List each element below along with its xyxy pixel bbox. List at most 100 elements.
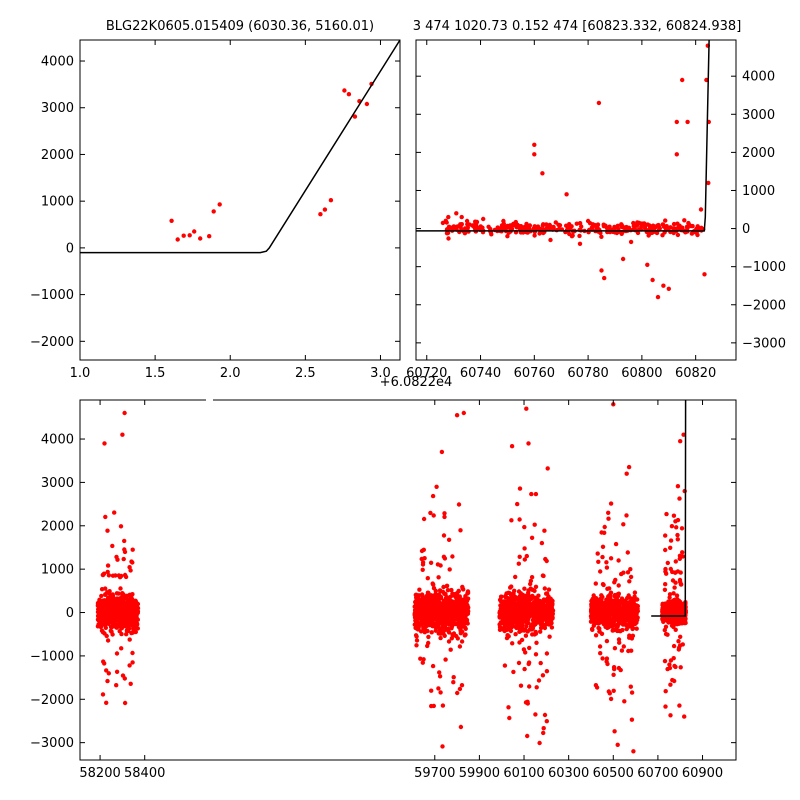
data-point [547, 634, 552, 639]
y-tick-label: 4000 [41, 433, 74, 448]
data-point [127, 565, 132, 570]
data-point [102, 618, 107, 624]
data-point [677, 621, 682, 626]
data-point [120, 598, 126, 604]
data-point [577, 221, 583, 226]
data-point [599, 603, 604, 609]
data-point [444, 594, 449, 600]
panel-top-right-plot-area [416, 40, 711, 300]
data-point [544, 651, 550, 656]
data-point [533, 609, 538, 615]
data-point [544, 607, 550, 612]
data-point [437, 670, 442, 675]
y-tick-label: −3000 [30, 736, 74, 751]
data-point [673, 559, 678, 564]
data-point [544, 669, 550, 674]
data-point [122, 700, 128, 706]
data-point [600, 544, 606, 549]
data-point [677, 703, 682, 708]
data-point [457, 686, 463, 692]
data-point [511, 669, 516, 675]
data-point [495, 225, 501, 230]
data-point [507, 715, 512, 721]
data-point [612, 606, 618, 611]
data-point [518, 624, 524, 629]
data-point [458, 528, 463, 533]
data-point [96, 607, 101, 612]
data-point [616, 593, 621, 599]
data-point [611, 627, 617, 633]
data-point [621, 644, 626, 649]
data-point [523, 598, 528, 603]
data-point [465, 598, 470, 603]
data-point [532, 152, 537, 157]
data-point [506, 590, 511, 595]
data-point [342, 88, 347, 93]
data-point [590, 608, 596, 613]
data-point [169, 218, 174, 223]
data-point [464, 218, 470, 224]
data-point [673, 664, 678, 670]
data-point [513, 219, 518, 225]
data-point [513, 594, 518, 600]
data-point [512, 610, 517, 615]
data-point [434, 484, 439, 489]
data-point [118, 624, 124, 629]
data-point [599, 234, 604, 239]
data-point [606, 516, 611, 521]
data-point [597, 644, 603, 649]
y-tick-label: −1000 [30, 288, 74, 303]
data-point [603, 223, 608, 228]
data-point [430, 663, 436, 669]
data-point [675, 537, 680, 542]
data-point [516, 561, 521, 566]
data-point [550, 608, 556, 613]
data-point [526, 441, 531, 446]
data-point [538, 629, 543, 634]
data-point [604, 621, 609, 627]
data-point [114, 669, 120, 674]
data-point [499, 626, 504, 632]
data-point [105, 616, 111, 622]
data-point [685, 119, 690, 125]
data-point [434, 597, 439, 602]
data-point [652, 225, 658, 230]
data-point [619, 648, 625, 653]
data-point [122, 676, 128, 681]
x-tick-label: 60780 [567, 366, 608, 381]
x-tick-label: 59900 [459, 766, 500, 781]
data-point [450, 617, 455, 622]
data-point [608, 696, 614, 702]
data-point [675, 602, 681, 607]
y-tick-label: 2000 [41, 519, 74, 534]
data-point [364, 101, 370, 107]
data-point [597, 629, 602, 634]
data-point [635, 606, 640, 611]
data-point [438, 588, 443, 594]
data-point [433, 628, 438, 633]
x-tick-label: 60900 [682, 766, 723, 781]
data-point [420, 567, 425, 572]
data-point [591, 593, 596, 598]
data-point [502, 608, 508, 614]
data-point [130, 650, 135, 656]
data-point [645, 262, 650, 267]
data-point [517, 554, 522, 559]
data-point [457, 644, 463, 649]
data-point [612, 646, 618, 651]
data-point [666, 620, 671, 625]
data-point [454, 613, 459, 619]
data-point [114, 596, 120, 601]
data-point [529, 575, 535, 580]
data-point [544, 597, 549, 602]
data-point [413, 617, 419, 622]
data-point [518, 683, 524, 688]
data-point [664, 511, 669, 517]
data-point [451, 680, 456, 685]
data-point [420, 560, 426, 565]
data-point [448, 647, 453, 652]
data-point [594, 615, 599, 620]
data-point [626, 225, 632, 230]
data-point [541, 730, 546, 736]
data-point [504, 599, 509, 605]
